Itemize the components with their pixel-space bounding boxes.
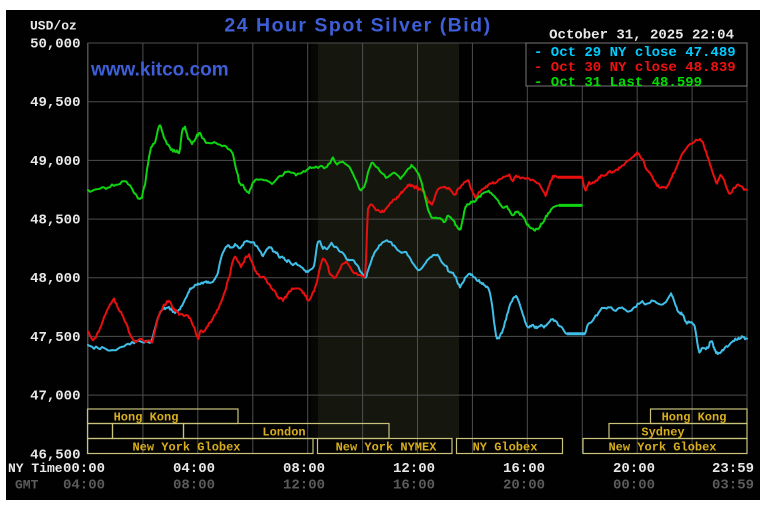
svg-text:London: London [262, 426, 305, 440]
svg-text:00:00: 00:00 [613, 478, 655, 494]
svg-text:16:00: 16:00 [503, 461, 545, 477]
svg-text:20:00: 20:00 [503, 478, 545, 494]
svg-text:Hong Kong: Hong Kong [662, 411, 727, 425]
svg-text:- Oct 30 NY close 48.839: - Oct 30 NY close 48.839 [534, 60, 736, 76]
svg-text:50,000: 50,000 [30, 37, 80, 53]
svg-text:46,500: 46,500 [30, 448, 80, 464]
svg-text:47,500: 47,500 [30, 330, 80, 346]
svg-text:20:00: 20:00 [613, 461, 655, 477]
svg-text:08:00: 08:00 [283, 461, 325, 477]
svg-text:24 Hour Spot Silver (Bid): 24 Hour Spot Silver (Bid) [224, 15, 491, 37]
svg-text:Sydney: Sydney [641, 426, 684, 440]
svg-text:00:00: 00:00 [63, 461, 105, 477]
svg-text:48,000: 48,000 [30, 271, 80, 287]
svg-text:23:59: 23:59 [712, 461, 754, 477]
svg-text:12:00: 12:00 [283, 478, 325, 494]
svg-text:New York Globex: New York Globex [132, 441, 240, 455]
svg-text:NY Globex: NY Globex [473, 441, 538, 455]
svg-text:GMT: GMT [15, 478, 39, 493]
svg-text:October 31, 2025 22:04: October 31, 2025 22:04 [549, 28, 734, 44]
svg-text:12:00: 12:00 [393, 461, 435, 477]
svg-text:47,000: 47,000 [30, 389, 80, 405]
svg-text:08:00: 08:00 [173, 478, 215, 494]
svg-text:48,500: 48,500 [30, 213, 80, 229]
svg-text:04:00: 04:00 [63, 478, 105, 494]
svg-text:New York Globex: New York Globex [608, 441, 716, 455]
svg-text:NY Time: NY Time [8, 461, 63, 476]
svg-text:16:00: 16:00 [393, 478, 435, 494]
svg-text:49,500: 49,500 [30, 95, 80, 111]
svg-text:49,000: 49,000 [30, 154, 80, 170]
svg-text:- Oct 31 Last 48.599: - Oct 31 Last 48.599 [534, 75, 702, 91]
svg-text:New York NYMEX: New York NYMEX [336, 441, 438, 455]
svg-text:USD/oz: USD/oz [30, 19, 77, 34]
svg-text:Hong Kong: Hong Kong [114, 411, 179, 425]
svg-text:- Oct 29 NY close 47.489: - Oct 29 NY close 47.489 [534, 45, 736, 61]
svg-text:03:59: 03:59 [712, 478, 754, 494]
svg-text:04:00: 04:00 [173, 461, 215, 477]
svg-text:www.kitco.com: www.kitco.com [90, 60, 229, 81]
